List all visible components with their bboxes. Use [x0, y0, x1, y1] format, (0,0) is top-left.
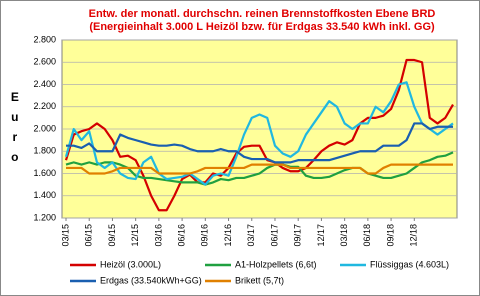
y-axis-label: Euro — [8, 90, 22, 170]
y-tick-label: 2.400 — [33, 79, 56, 89]
legend-label: Erdgas (33.540kWh+GG) — [100, 275, 202, 285]
y-tick-label: 1.600 — [33, 168, 56, 178]
x-tick-label: 09/17 — [293, 224, 303, 247]
chart-title: Entw. der monatl. durchschn. reinen Bren… — [89, 8, 436, 20]
legend-label: A1-Holzpellets (6,6t) — [235, 259, 317, 269]
legend-label: Heizöl (3.000L) — [100, 259, 161, 269]
line-series — [66, 122, 453, 164]
y-tick-label: 2.600 — [33, 57, 56, 67]
y-tick-label: 1.800 — [33, 146, 56, 156]
x-tick-label: 12/15 — [130, 224, 140, 247]
x-tick-label: 09/15 — [107, 224, 117, 247]
x-tick-label: 09/18 — [385, 224, 395, 247]
x-tick-label: 12/17 — [316, 224, 326, 247]
legend-label: Brikett (5,7t) — [235, 275, 284, 285]
x-tick-label: 12/18 — [409, 224, 419, 247]
x-tick-label: 03/18 — [339, 224, 349, 247]
line-series — [64, 58, 454, 212]
x-tick-label: 06/16 — [176, 224, 186, 247]
chart-subtitle: (Energieinhalt 3.000 L Heizöl bzw. für E… — [89, 21, 435, 33]
y-tick-label: 2.000 — [33, 123, 56, 133]
line-series — [66, 163, 453, 175]
x-tick-label: 06/17 — [269, 224, 279, 247]
y-tick-label: 2.800 — [33, 34, 56, 44]
x-tick-label: 03/16 — [153, 224, 163, 247]
x-tick-label: 06/15 — [84, 224, 94, 247]
legend-label: Flüssiggas (4.603L) — [370, 259, 449, 269]
y-tick-label: 2.200 — [33, 101, 56, 111]
x-tick-label: 09/16 — [200, 224, 210, 247]
y-tick-label: 1.400 — [33, 190, 56, 200]
line-series — [65, 151, 454, 186]
x-tick-label: 12/16 — [223, 224, 233, 247]
y-tick-label: 1.200 — [33, 212, 56, 222]
x-tick-label: 06/18 — [362, 224, 372, 247]
x-tick-label: 03/17 — [246, 224, 256, 247]
x-tick-label: 03/15 — [60, 224, 70, 247]
line-series — [64, 81, 454, 186]
